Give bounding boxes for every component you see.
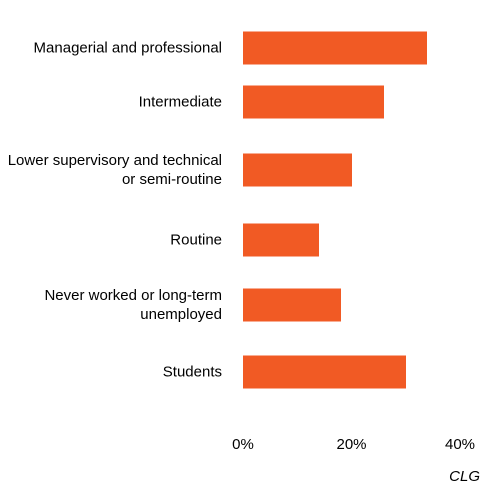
y-tick-label: Managerial and professional xyxy=(33,39,222,57)
y-tick-label: Intermediate xyxy=(138,93,222,111)
x-tick-label: 0% xyxy=(232,436,254,453)
y-tick-label: Lower supervisory and technical or semi-… xyxy=(7,152,222,188)
bar xyxy=(243,31,428,65)
bar xyxy=(243,153,352,187)
bar xyxy=(243,223,319,257)
x-tick-label: 40% xyxy=(444,436,476,453)
bar xyxy=(243,355,406,389)
bar xyxy=(243,288,341,322)
bar xyxy=(243,85,385,119)
source: CLG xyxy=(449,468,480,485)
y-tick-label: Never worked or long-term unemployed xyxy=(44,287,222,323)
x-tick-label: 20% xyxy=(336,436,367,453)
y-tick-label: Students xyxy=(162,363,222,381)
y-tick-label: Routine xyxy=(170,231,222,249)
